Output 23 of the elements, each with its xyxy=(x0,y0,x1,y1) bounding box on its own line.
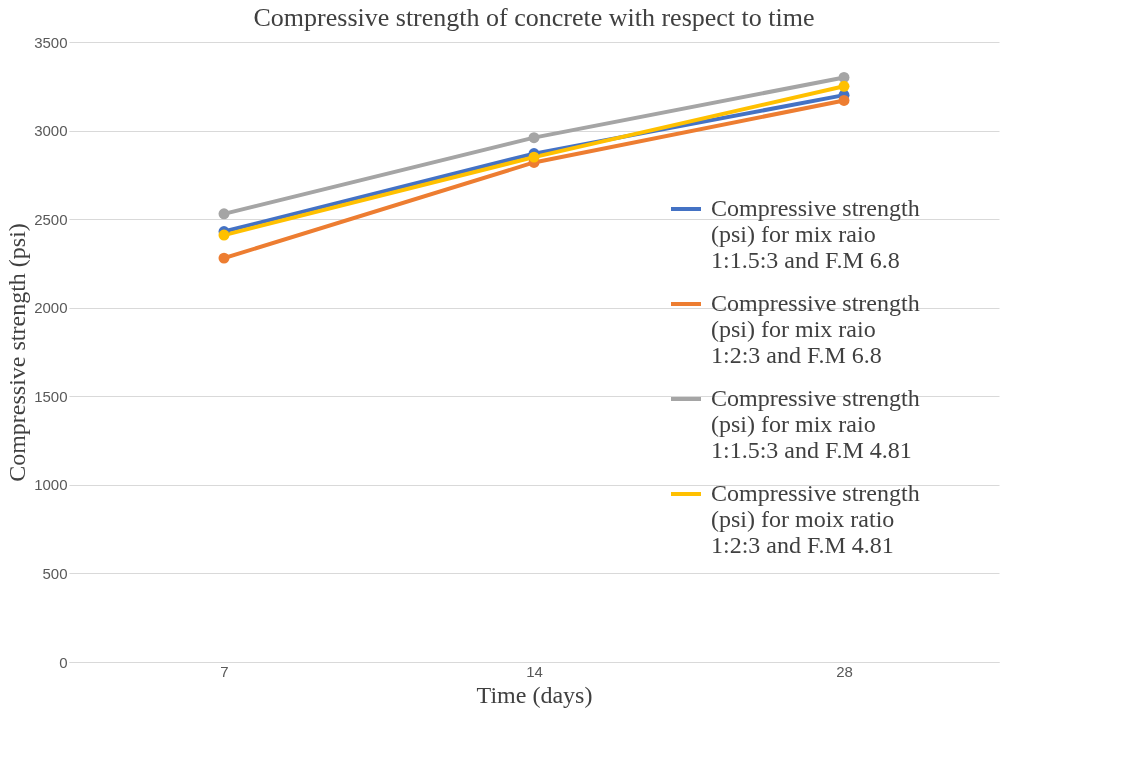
x-tick-label: 14 xyxy=(526,662,543,680)
legend-label: Compressive strength (psi) for mix raio 1:1.5:3 and F.M 4.81 xyxy=(711,385,920,463)
y-tick-label: 1000 xyxy=(34,476,68,494)
point xyxy=(838,80,850,92)
x-tick-label: 28 xyxy=(836,662,853,680)
point xyxy=(838,94,850,106)
legend-label: Compressive strength (psi) for mix raio 1:2:3 and F.M 6.8 xyxy=(711,290,920,368)
x-axis-title: Time (days) xyxy=(476,681,593,708)
y-tick-label: 3500 xyxy=(34,33,68,51)
x-tick-label: 7 xyxy=(220,662,229,680)
y-tick-label: 1500 xyxy=(34,387,68,405)
y-axis-title: Compressive strength (psi) xyxy=(4,223,31,482)
chart-title: Compressive strength of concrete with respect to time xyxy=(253,3,815,32)
point xyxy=(528,132,540,144)
point xyxy=(218,252,230,264)
y-tick-label: 2000 xyxy=(34,299,68,317)
y-tick-label: 2500 xyxy=(34,210,68,228)
y-tick-label: 500 xyxy=(42,564,68,582)
y-tick-label: 0 xyxy=(59,653,68,671)
legend-label: Compressive strength (psi) for moix ratio 1:2:3 and F.M 4.81 xyxy=(711,480,920,558)
point xyxy=(218,208,230,220)
legend-label: Compressive strength (psi) for mix raio 1:1.5:3 and F.M 6.8 xyxy=(711,195,920,273)
y-tick-label: 3000 xyxy=(34,122,68,140)
